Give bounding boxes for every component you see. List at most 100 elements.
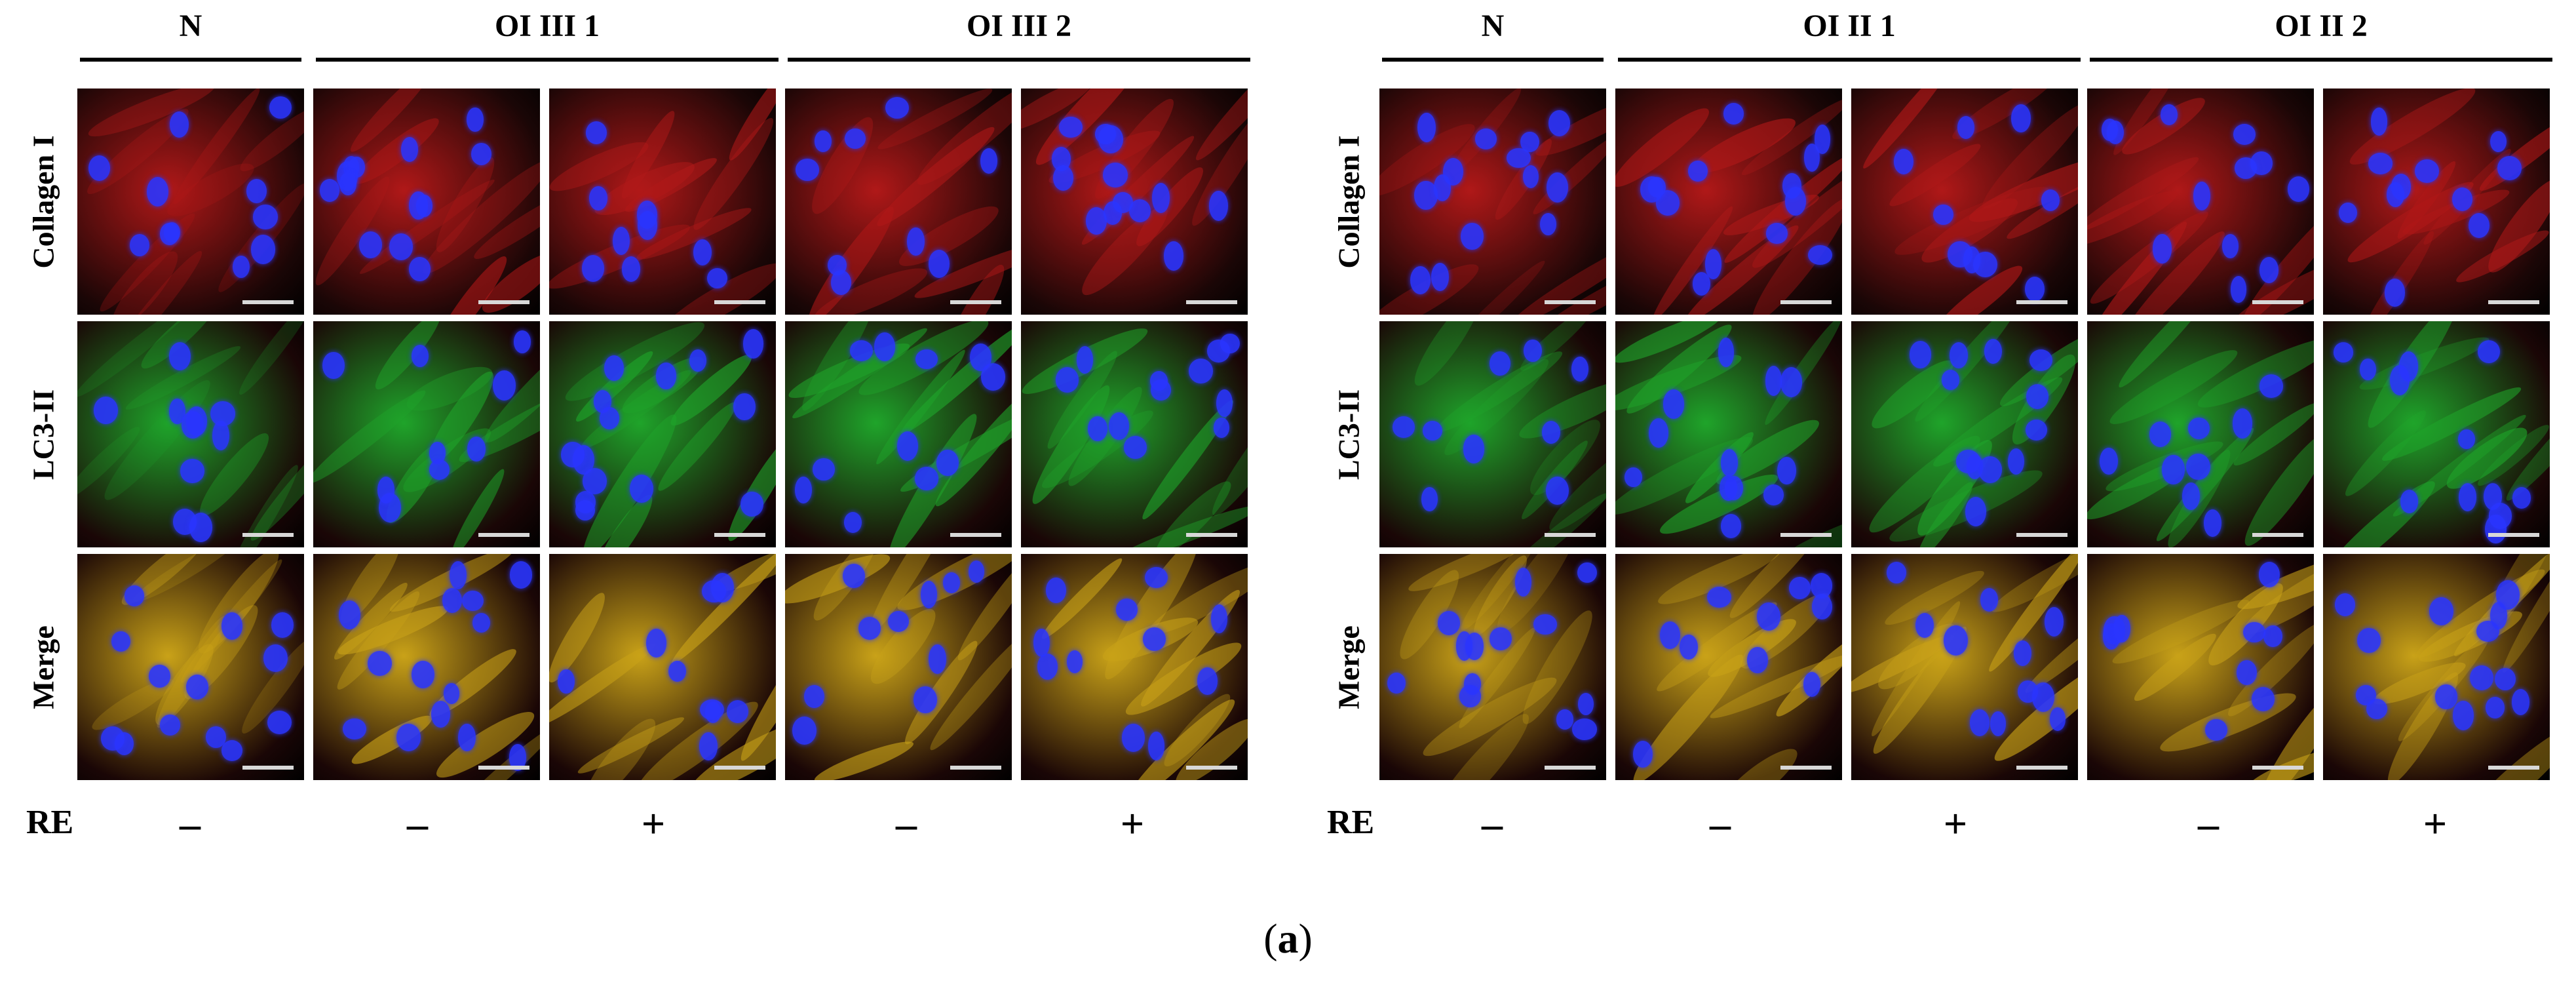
nucleus [130,233,150,256]
nucleus [858,616,881,640]
nucleus [2014,640,2031,666]
nucleus [942,572,961,594]
nucleus [1533,614,1557,635]
scale-bar [2016,300,2067,304]
micrograph-lc3 [75,319,306,549]
nucleus [599,407,620,429]
nucleus [2429,597,2454,626]
scale-bar [2488,533,2539,537]
nucleus [1915,613,1934,638]
nucleus [210,401,235,427]
nucleus [2236,660,2257,686]
nucleus [2334,342,2354,363]
micrograph-collagen [2085,87,2316,317]
nucleus [2045,607,2064,637]
nucleus [1718,338,1735,367]
nucleus [1113,192,1134,214]
nucleus [581,255,604,283]
nucleus [467,437,486,462]
row-label: LC3-II [26,389,60,480]
re-label: RE [1327,804,1375,841]
nucleus [1144,566,1168,589]
scale-bar [478,766,529,770]
group-header: N [77,0,304,62]
nucleus [377,477,395,503]
nucleus [442,587,462,613]
row-label: Merge [26,625,60,709]
nucleus [1705,249,1721,279]
nucleus [2434,684,2458,709]
nucleus [2008,448,2025,475]
nucleus [1077,346,1093,374]
nucleus [645,628,667,658]
nucleus [1547,172,1569,203]
nucleus [1624,467,1642,488]
nucleus [1777,456,1796,485]
nucleus [1807,245,1833,265]
nucleus [1086,206,1107,235]
nucleus [2049,707,2066,732]
micrograph-merge [1377,552,1608,782]
treatment-sign: – [1482,800,1503,847]
cell-fibre [233,321,304,399]
nucleus [358,231,382,258]
nucleus [2512,688,2530,715]
nucleus [588,186,607,211]
nucleus [1577,562,1598,583]
nucleus [621,256,641,283]
micrograph-merge [1019,552,1250,782]
micrograph-merge [2085,552,2316,782]
scale-bar [1545,300,1596,304]
scale-bar [478,533,529,537]
nucleus [2041,189,2060,212]
nucleus [1541,421,1560,444]
nucleus [2149,422,2171,448]
nucleus [1461,222,1484,250]
nucleus [412,345,429,368]
micrograph-collagen [547,87,778,317]
nucleus [1632,740,1653,768]
nucleus [111,631,131,652]
nucleus [431,701,451,728]
micrograph-merge [75,552,306,782]
scale-bar [1780,533,1832,537]
nucleus [1723,102,1744,125]
nucleus [795,158,819,182]
treatment-sign: – [896,800,917,847]
nucleus [804,685,824,709]
nucleus [1942,370,1960,390]
nucleus [409,256,431,281]
group-label: OI III 2 [966,9,1072,43]
treatment-sign: – [1710,800,1731,847]
nucleus [1756,602,1780,631]
scale-bar [714,300,765,304]
nucleus [493,370,516,401]
nucleus [1213,417,1230,438]
nucleus [1059,117,1083,138]
treatment-sign: – [2198,800,2219,847]
nucleus [2100,447,2118,475]
nucleus [1210,604,1227,634]
scale-bar [1186,766,1237,770]
nucleus [1094,123,1117,144]
micrograph-merge [311,552,542,782]
nucleus [1949,342,1969,369]
cell-fibre [2343,88,2482,174]
scale-bar [2252,766,2303,770]
nucleus [1957,115,1974,139]
nucleus [2259,374,2283,398]
nucleus [794,476,813,504]
scale-bar [950,300,1001,304]
nucleus [2243,622,2265,643]
nucleus [396,724,421,751]
scale-bar [1545,533,1596,537]
group-label: OI III 1 [494,9,600,43]
nucleus [181,410,204,439]
treatment-sign: + [1120,800,1145,847]
nucleus [1033,628,1050,658]
nucleus [1548,110,1570,137]
nucleus [1437,611,1460,635]
nucleus [147,176,169,207]
nucleus [1965,497,1986,526]
nucleus [1387,672,1406,694]
